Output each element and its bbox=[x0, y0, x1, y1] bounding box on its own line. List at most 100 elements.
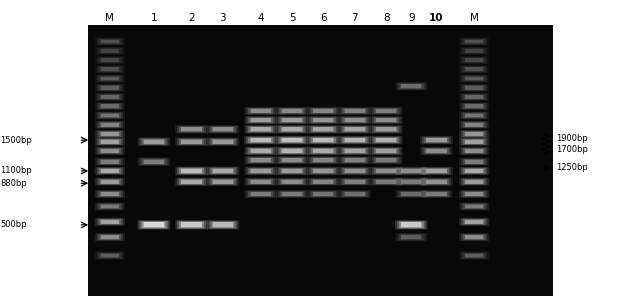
FancyBboxPatch shape bbox=[281, 138, 303, 142]
FancyBboxPatch shape bbox=[97, 57, 123, 63]
Bar bbox=[313, 192, 333, 196]
Bar bbox=[101, 220, 119, 224]
FancyBboxPatch shape bbox=[307, 147, 340, 155]
FancyBboxPatch shape bbox=[99, 67, 121, 72]
FancyBboxPatch shape bbox=[459, 202, 489, 210]
FancyBboxPatch shape bbox=[459, 84, 489, 92]
Bar bbox=[282, 149, 302, 153]
FancyBboxPatch shape bbox=[97, 148, 123, 154]
FancyBboxPatch shape bbox=[99, 159, 121, 164]
FancyBboxPatch shape bbox=[212, 139, 234, 144]
FancyBboxPatch shape bbox=[278, 191, 306, 197]
FancyBboxPatch shape bbox=[246, 107, 275, 114]
FancyBboxPatch shape bbox=[344, 192, 365, 196]
FancyBboxPatch shape bbox=[138, 157, 170, 166]
FancyBboxPatch shape bbox=[97, 131, 123, 137]
Bar bbox=[313, 169, 333, 173]
FancyBboxPatch shape bbox=[143, 159, 165, 164]
Bar bbox=[465, 235, 483, 239]
FancyBboxPatch shape bbox=[97, 38, 123, 45]
Bar bbox=[181, 127, 202, 131]
FancyBboxPatch shape bbox=[143, 222, 165, 228]
FancyBboxPatch shape bbox=[281, 180, 303, 184]
FancyBboxPatch shape bbox=[179, 221, 204, 228]
FancyBboxPatch shape bbox=[307, 136, 340, 144]
FancyBboxPatch shape bbox=[342, 191, 367, 197]
FancyBboxPatch shape bbox=[246, 117, 275, 124]
Bar bbox=[313, 138, 333, 142]
FancyBboxPatch shape bbox=[177, 221, 206, 229]
FancyBboxPatch shape bbox=[99, 57, 121, 63]
FancyBboxPatch shape bbox=[246, 191, 275, 197]
FancyBboxPatch shape bbox=[459, 102, 489, 110]
FancyBboxPatch shape bbox=[338, 147, 371, 155]
FancyBboxPatch shape bbox=[461, 148, 487, 154]
FancyBboxPatch shape bbox=[459, 138, 489, 146]
FancyBboxPatch shape bbox=[278, 137, 306, 144]
FancyBboxPatch shape bbox=[342, 126, 367, 132]
FancyBboxPatch shape bbox=[279, 179, 305, 184]
FancyBboxPatch shape bbox=[311, 168, 336, 174]
FancyBboxPatch shape bbox=[463, 85, 485, 91]
FancyBboxPatch shape bbox=[397, 233, 426, 241]
Text: 2: 2 bbox=[188, 14, 195, 23]
FancyBboxPatch shape bbox=[95, 218, 125, 226]
FancyBboxPatch shape bbox=[338, 156, 371, 164]
FancyBboxPatch shape bbox=[463, 148, 485, 154]
Text: 1700bp: 1700bp bbox=[556, 145, 588, 154]
FancyBboxPatch shape bbox=[313, 148, 334, 153]
FancyBboxPatch shape bbox=[459, 47, 489, 55]
FancyBboxPatch shape bbox=[426, 192, 447, 196]
FancyBboxPatch shape bbox=[244, 167, 277, 175]
FancyBboxPatch shape bbox=[338, 125, 371, 133]
FancyBboxPatch shape bbox=[248, 126, 273, 132]
Bar bbox=[101, 192, 119, 196]
FancyBboxPatch shape bbox=[397, 168, 426, 174]
FancyBboxPatch shape bbox=[141, 139, 166, 145]
Text: 7: 7 bbox=[352, 14, 358, 23]
FancyBboxPatch shape bbox=[459, 38, 489, 46]
Text: 1: 1 bbox=[151, 14, 157, 23]
FancyBboxPatch shape bbox=[340, 157, 369, 164]
FancyBboxPatch shape bbox=[279, 117, 305, 123]
FancyBboxPatch shape bbox=[426, 169, 447, 173]
FancyBboxPatch shape bbox=[279, 126, 305, 132]
FancyBboxPatch shape bbox=[461, 38, 487, 45]
FancyBboxPatch shape bbox=[372, 126, 401, 133]
FancyBboxPatch shape bbox=[397, 221, 426, 229]
Bar bbox=[376, 158, 396, 162]
Bar bbox=[282, 118, 302, 122]
FancyBboxPatch shape bbox=[250, 118, 271, 122]
FancyBboxPatch shape bbox=[461, 168, 487, 174]
FancyBboxPatch shape bbox=[424, 179, 449, 184]
FancyBboxPatch shape bbox=[463, 39, 485, 44]
Text: 4: 4 bbox=[257, 14, 264, 23]
Text: 1500bp: 1500bp bbox=[0, 136, 32, 145]
FancyBboxPatch shape bbox=[208, 138, 237, 145]
Bar bbox=[345, 127, 365, 131]
FancyBboxPatch shape bbox=[376, 148, 397, 153]
FancyBboxPatch shape bbox=[424, 148, 449, 154]
FancyBboxPatch shape bbox=[397, 83, 426, 90]
FancyBboxPatch shape bbox=[276, 156, 308, 164]
FancyBboxPatch shape bbox=[100, 132, 119, 136]
FancyBboxPatch shape bbox=[276, 116, 308, 124]
FancyBboxPatch shape bbox=[250, 158, 271, 162]
FancyBboxPatch shape bbox=[99, 204, 121, 209]
Bar bbox=[401, 222, 421, 227]
FancyBboxPatch shape bbox=[463, 219, 485, 225]
FancyBboxPatch shape bbox=[100, 160, 119, 164]
Bar bbox=[465, 169, 483, 173]
FancyBboxPatch shape bbox=[463, 179, 485, 184]
FancyBboxPatch shape bbox=[399, 168, 424, 174]
FancyBboxPatch shape bbox=[250, 109, 271, 113]
Bar bbox=[181, 180, 202, 184]
FancyBboxPatch shape bbox=[210, 126, 236, 132]
FancyBboxPatch shape bbox=[399, 83, 424, 89]
FancyBboxPatch shape bbox=[244, 178, 277, 186]
FancyBboxPatch shape bbox=[372, 157, 401, 164]
FancyBboxPatch shape bbox=[370, 136, 403, 144]
Bar bbox=[376, 180, 396, 184]
FancyBboxPatch shape bbox=[248, 191, 273, 197]
FancyBboxPatch shape bbox=[95, 75, 125, 83]
